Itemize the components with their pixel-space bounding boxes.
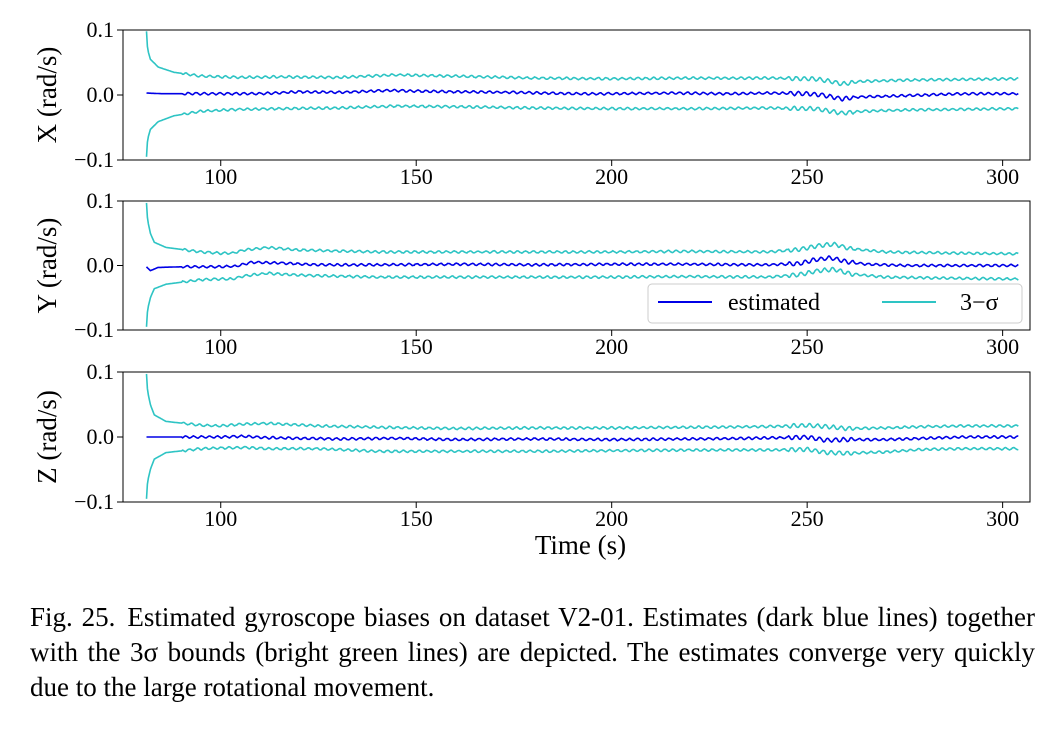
x-tick-label: 250 (791, 506, 824, 531)
series-line-estimated (146, 434, 1019, 443)
y-axis-label: X (rad/s) (32, 47, 62, 144)
x-tick-label: 300 (986, 506, 1019, 531)
x-tick-label: 100 (204, 334, 237, 359)
x-tick-label: 100 (204, 506, 237, 531)
x-tick-label: 200 (595, 506, 628, 531)
y-tick-label: 0.1 (87, 359, 115, 384)
x-tick-label: 150 (400, 506, 433, 531)
y-tick-label: 0.1 (87, 188, 115, 213)
y-tick-label: 0.1 (87, 17, 115, 42)
chart-panel-3: 100 150 200 250 300 −0.1 0.0 0.1 Z (rad/s) Time (… (32, 359, 1031, 560)
y-tick-label: 0.0 (87, 253, 115, 278)
legend-label-estimated: estimated (728, 290, 820, 316)
figure: 100 150 200 250 300 −0.1 0.0 0.1 X (rad/s) 100 150… (32, 17, 1031, 560)
x-tick-label: 200 (595, 334, 628, 359)
legend: estimated 3−σ (647, 283, 1023, 324)
x-tick-label: 150 (400, 334, 433, 359)
y-tick-label: −0.1 (74, 317, 114, 342)
figure-caption: Fig. 25. Estimated gyroscope biases on da… (30, 600, 1035, 705)
x-tick-label: 300 (986, 334, 1019, 359)
x-tick-label: 250 (791, 334, 824, 359)
y-tick-label: 0.0 (87, 424, 115, 449)
caption-label: Fig. 25. (30, 602, 116, 632)
x-tick-label: 300 (986, 164, 1019, 189)
series-line-lower-bound (145, 266, 1019, 327)
y-tick-label: 0.0 (87, 82, 115, 107)
series-line-upper-bound (145, 373, 1019, 432)
y-axis-label: Y (rad/s) (32, 218, 62, 314)
series-line-lower-bound (145, 445, 1019, 499)
series-line-estimated (146, 88, 1019, 102)
x-tick-label: 100 (204, 164, 237, 189)
chart-panel-2: 100 150 200 250 300 −0.1 0.0 0.1 Y (rad/s) estima… (32, 188, 1031, 359)
series-line-upper-bound (145, 202, 1019, 256)
chart-panel-1: 100 150 200 250 300 −0.1 0.0 0.1 X (rad/s) (32, 17, 1031, 189)
y-axis-label: Z (rad/s) (32, 390, 62, 484)
x-axis-label: Time (s) (535, 530, 626, 560)
caption-text: Estimated gyroscope biases on dataset V2… (30, 602, 1035, 702)
series-line-estimated (145, 255, 1019, 272)
series-line-lower-bound (145, 104, 1019, 157)
y-tick-label: −0.1 (74, 489, 114, 514)
x-tick-label: 150 (400, 164, 433, 189)
legend-box (647, 283, 1023, 324)
y-tick-label: −0.1 (74, 147, 114, 172)
x-tick-label: 250 (791, 164, 824, 189)
legend-label-3-sigma: 3−σ (960, 290, 999, 316)
x-tick-label: 200 (595, 164, 628, 189)
series-line-upper-bound (145, 31, 1019, 87)
